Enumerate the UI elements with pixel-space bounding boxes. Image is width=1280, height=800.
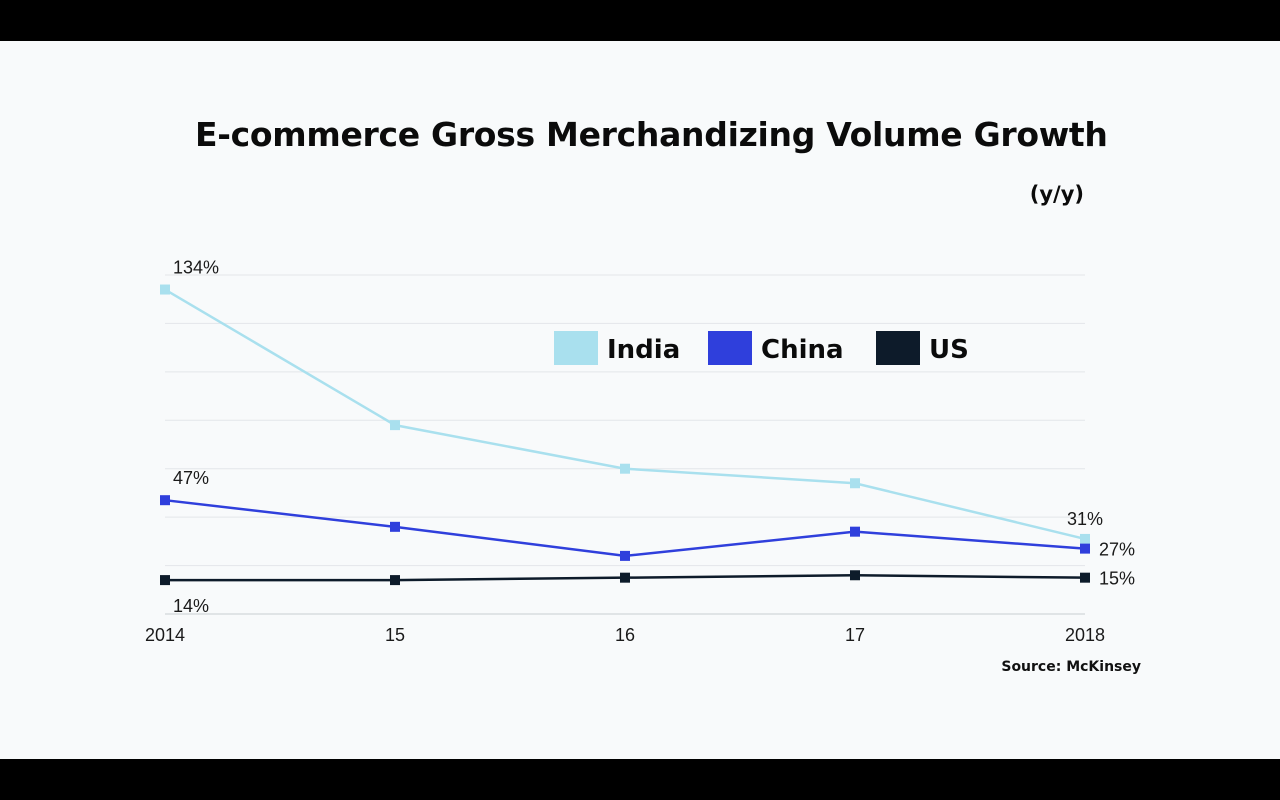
x-tick-label: 16 — [615, 625, 635, 645]
x-tick-label: 15 — [385, 625, 405, 645]
chart-background — [0, 41, 1280, 759]
point-us — [850, 570, 860, 581]
data-label-china: 27% — [1099, 540, 1135, 560]
series-line-china — [164, 498, 1086, 558]
legend-label-us: US — [929, 335, 969, 365]
point-china — [1080, 543, 1090, 554]
x-axis: 2014 15 16 17 2018 — [145, 625, 1105, 645]
point-us — [390, 575, 400, 586]
point-china — [160, 495, 170, 506]
point-us — [1080, 572, 1090, 583]
point-india — [620, 463, 630, 474]
point-india — [1080, 533, 1090, 544]
point-india — [160, 284, 170, 295]
point-china — [620, 550, 630, 561]
legend-label-india: India — [607, 335, 680, 365]
series-lines — [164, 288, 1086, 582]
series-line-india — [164, 288, 1086, 541]
data-label-india: 31% — [1067, 509, 1103, 529]
data-label-us: 14% — [173, 596, 209, 616]
legend-label-china: China — [761, 335, 844, 365]
point-china — [850, 526, 860, 537]
x-tick-label: 2018 — [1065, 625, 1105, 645]
series-markers — [160, 284, 1090, 586]
chart-source: Source: McKinsey — [1001, 659, 1141, 675]
data-label-india: 134% — [173, 258, 219, 278]
x-tick-label: 2014 — [145, 625, 185, 645]
legend-swatch-india — [554, 331, 598, 365]
data-label-china: 47% — [173, 468, 209, 488]
data-label-us: 15% — [1099, 569, 1135, 589]
legend: India China US — [554, 331, 969, 365]
legend-swatch-us — [876, 331, 920, 365]
chart-units: (y/y) — [1029, 182, 1084, 206]
point-india — [390, 420, 400, 431]
point-us — [160, 575, 170, 586]
gridlines — [165, 274, 1085, 615]
x-tick-label: 17 — [845, 625, 865, 645]
point-us — [620, 572, 630, 583]
chart-title: E-commerce Gross Merchandizing Volume Gr… — [195, 115, 1108, 154]
point-india — [850, 478, 860, 489]
point-china — [390, 521, 400, 532]
legend-swatch-china — [708, 331, 752, 365]
data-labels: 134% 31% 47% 27% 14% 15% — [173, 258, 1135, 617]
